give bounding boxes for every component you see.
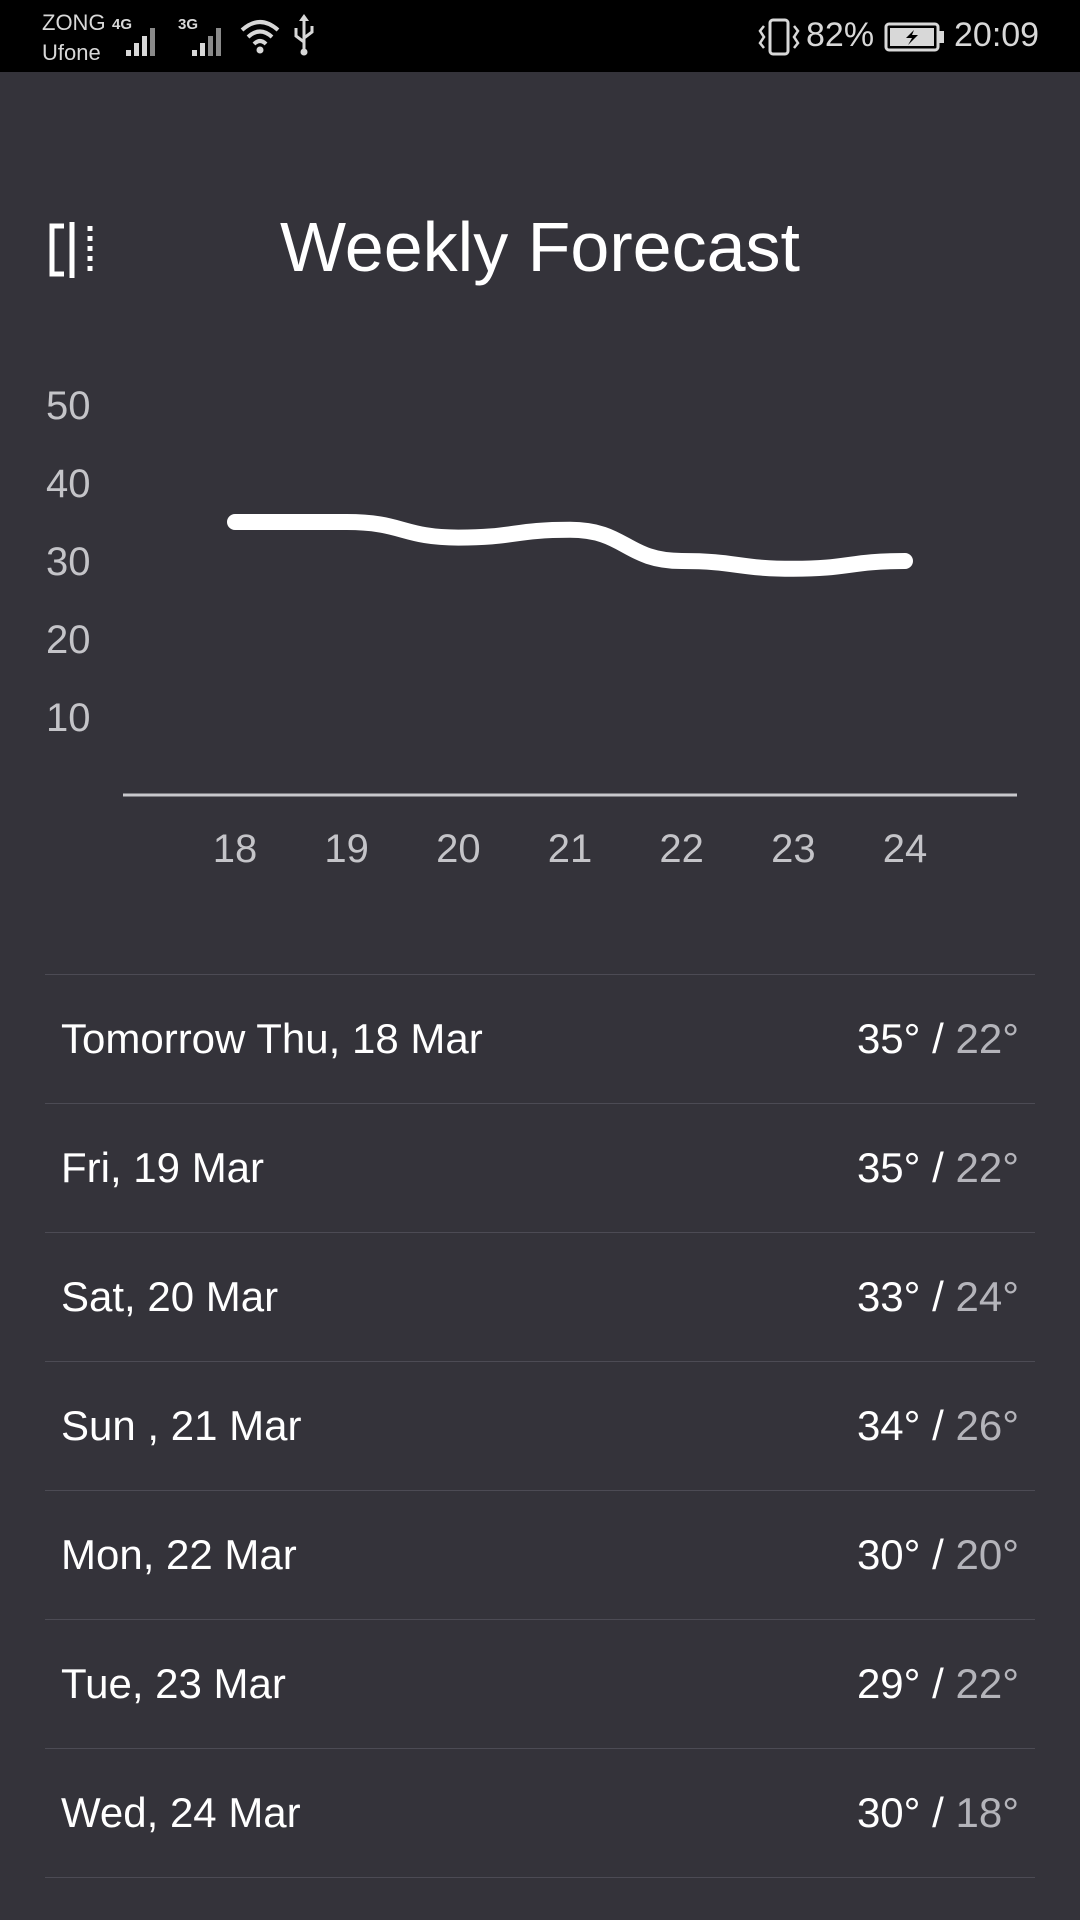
temp-separator: / — [932, 1531, 944, 1578]
x-tick-label: 22 — [659, 827, 704, 871]
carrier-names: ZONG Ufone — [42, 8, 106, 68]
x-tick-label: 21 — [548, 827, 593, 871]
forecast-row[interactable]: Sat, 20 Mar 33° / 24° — [45, 1233, 1035, 1362]
sim2-network-type: 3G — [178, 16, 199, 33]
temp-low: 20° — [955, 1531, 1019, 1578]
temperature-line — [227, 514, 913, 577]
temp-low: 18° — [955, 1789, 1019, 1836]
carrier-1: ZONG — [42, 10, 106, 35]
forecast-date: Fri, 19 Mar — [61, 1144, 265, 1191]
x-tick-label: 19 — [324, 827, 369, 871]
temp-low: 22° — [955, 1660, 1019, 1707]
temp-high: 35° — [856, 1015, 921, 1062]
temp-high: 29° — [856, 1660, 921, 1707]
forecast-date: Wed, 24 Mar — [61, 1789, 301, 1836]
battery-charging-icon — [884, 22, 944, 52]
forecast-row[interactable]: Tomorrow Thu, 18 Mar 35° / 22° — [45, 975, 1035, 1104]
temperature-chart-svg: 50 40 30 20 10 18 19 20 21 22 23 24 — [46, 384, 1017, 871]
x-tick-label: 18 — [213, 827, 258, 871]
temperature-chart: 50 40 30 20 10 18 19 20 21 22 23 24 — [0, 360, 1080, 880]
forecast-date: Tue, 23 Mar — [61, 1660, 286, 1707]
y-tick-label: 40 — [46, 462, 91, 506]
forecast-date: Tomorrow Thu, 18 Mar — [61, 1015, 483, 1062]
temp-low: 22° — [955, 1144, 1019, 1191]
temp-separator: / — [932, 1789, 944, 1836]
forecast-row[interactable]: Wed, 24 Mar 30° / 18° — [45, 1749, 1035, 1878]
forecast-date: Sun , 21 Mar — [61, 1402, 302, 1449]
clock: 20:09 — [954, 16, 1040, 54]
temp-low: 22° — [955, 1015, 1019, 1062]
signal-icon — [192, 28, 221, 56]
temp-separator: / — [932, 1273, 944, 1320]
forecast-row[interactable]: Fri, 19 Mar 35° / 22° — [45, 1104, 1035, 1233]
forecast-temps: 30° / 20° — [857, 1530, 1019, 1580]
forecast-date: Sat, 20 Mar — [61, 1273, 279, 1320]
temp-separator: / — [932, 1144, 944, 1191]
temp-separator: / — [932, 1660, 944, 1707]
forecast-temps: 35° / 22° — [857, 1014, 1019, 1064]
vibrate-icon — [758, 18, 800, 56]
temp-high: 35° — [856, 1144, 921, 1191]
y-tick-label: 30 — [46, 540, 91, 584]
y-tick-label: 50 — [46, 384, 91, 428]
forecast-date: Mon, 22 Mar — [61, 1531, 297, 1578]
forecast-list: Tomorrow Thu, 18 Mar 35° / 22° Fri, 19 M… — [45, 974, 1035, 1878]
temp-high: 30° — [856, 1531, 921, 1578]
compare-icon[interactable] — [46, 222, 98, 278]
temp-high: 34° — [856, 1402, 921, 1449]
x-tick-label: 24 — [883, 827, 928, 871]
temp-high: 30° — [856, 1789, 921, 1836]
forecast-row[interactable]: Tue, 23 Mar 29° / 22° — [45, 1620, 1035, 1749]
temp-low: 26° — [955, 1402, 1019, 1449]
sim1-network-type: 4G — [112, 16, 133, 33]
x-tick-label: 23 — [771, 827, 816, 871]
x-tick-label: 20 — [436, 827, 481, 871]
temp-separator: / — [932, 1015, 944, 1062]
signal-icon — [126, 28, 155, 56]
y-tick-label: 20 — [46, 618, 91, 662]
forecast-temps: 33° / 24° — [857, 1272, 1019, 1322]
forecast-temps: 29° / 22° — [857, 1659, 1019, 1709]
forecast-temps: 34° / 26° — [857, 1401, 1019, 1451]
forecast-row[interactable]: Sun , 21 Mar 34° / 26° — [45, 1362, 1035, 1491]
temp-low: 24° — [955, 1273, 1019, 1320]
temp-separator: / — [932, 1402, 944, 1449]
forecast-temps: 35° / 22° — [857, 1143, 1019, 1193]
y-tick-label: 10 — [46, 696, 91, 740]
battery-percent: 82% — [806, 16, 875, 54]
forecast-temps: 30° / 18° — [857, 1788, 1019, 1838]
temp-high: 33° — [856, 1273, 921, 1320]
status-bar: ZONG Ufone 4G 3G — [0, 0, 1080, 72]
carrier-2: Ufone — [42, 40, 101, 65]
forecast-row[interactable]: Mon, 22 Mar 30° / 20° — [45, 1491, 1035, 1620]
usb-icon — [294, 14, 314, 56]
wifi-icon — [240, 20, 280, 54]
page-title: Weekly Forecast — [280, 208, 800, 286]
